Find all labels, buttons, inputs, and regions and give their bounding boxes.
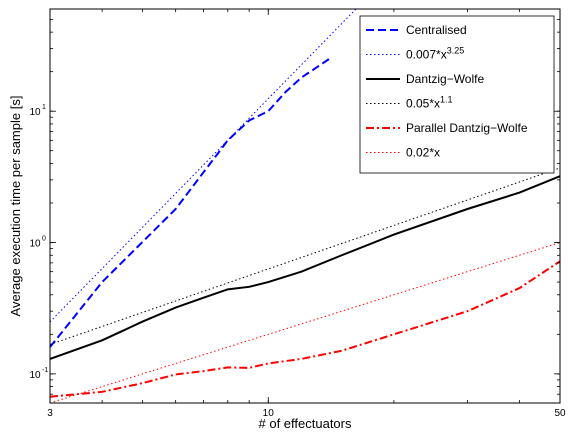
- x-tick-label: 50: [554, 408, 566, 419]
- series-line-2: [50, 9, 357, 323]
- legend-label-text: Parallel Dantzig−Wolfe: [406, 121, 528, 135]
- y-tick-label-base: 10: [29, 239, 41, 250]
- x-tick-label: 3: [47, 408, 53, 419]
- series-layer: [50, 9, 560, 403]
- y-tick-label-exponent: -1: [42, 367, 48, 374]
- legend-label-text: 0.007*x: [406, 48, 447, 62]
- series-line-5: [50, 260, 560, 398]
- legend-label: 0.02*x: [406, 146, 440, 160]
- legend-label: 0.007*x3.25: [406, 46, 464, 62]
- y-tick-label-exponent: 0: [42, 236, 46, 243]
- series-line-1: [50, 58, 330, 348]
- legend-label-exponent: 3.25: [447, 46, 465, 56]
- legend-label-exponent: 1.1: [440, 95, 453, 105]
- legend-label-text: Dantzig−Wolfe: [406, 72, 484, 86]
- y-axis-label: Average execution time per sample [s]: [8, 96, 23, 317]
- plot-frame: [49, 8, 561, 404]
- legend: Centralised 0.007*x3.25 Dantzig−Wolfe 0.05*…: [359, 15, 555, 174]
- series-line-3: [50, 175, 560, 360]
- legend-label: 0.05*x1.1: [406, 95, 453, 111]
- series-line-6: [50, 242, 560, 403]
- legend-label: Centralised: [406, 23, 467, 37]
- legend-label-text: 0.05*x: [406, 97, 440, 111]
- x-axis-label: # of effectuators: [259, 416, 352, 431]
- legend-label-text: 0.02*x: [406, 146, 440, 160]
- y-tick-label-base: 10: [29, 370, 41, 381]
- legend-label: Dantzig−Wolfe: [406, 72, 484, 86]
- legend-box: [359, 15, 555, 174]
- legend-label: Parallel Dantzig−Wolfe: [406, 121, 528, 135]
- x-tick-label: 10: [263, 408, 275, 419]
- y-tick-label-exponent: 1: [42, 104, 46, 111]
- y-tick-label-base: 10: [29, 107, 41, 118]
- legend-label-text: Centralised: [406, 23, 467, 37]
